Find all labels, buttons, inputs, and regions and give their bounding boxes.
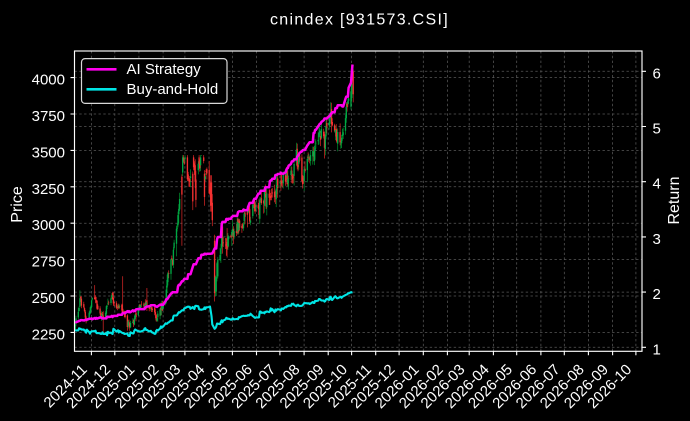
svg-text:3250: 3250 <box>32 181 65 198</box>
svg-text:2500: 2500 <box>32 290 65 307</box>
svg-text:3000: 3000 <box>32 217 65 234</box>
svg-text:Return: Return <box>666 176 683 224</box>
svg-text:4: 4 <box>653 176 661 193</box>
svg-text:2750: 2750 <box>32 254 65 271</box>
svg-text:2: 2 <box>653 286 661 303</box>
svg-text:2250: 2250 <box>32 326 65 343</box>
svg-text:6: 6 <box>653 65 661 82</box>
svg-text:3750: 3750 <box>32 108 65 125</box>
svg-text:Buy-and-Hold: Buy-and-Hold <box>127 81 219 98</box>
svg-text:1: 1 <box>653 341 661 358</box>
svg-text:3: 3 <box>653 231 661 248</box>
svg-text:4000: 4000 <box>32 72 65 89</box>
svg-text:3500: 3500 <box>32 144 65 161</box>
svg-text:5: 5 <box>653 121 661 138</box>
svg-text:cnindex [931573.CSI]: cnindex [931573.CSI] <box>270 11 449 28</box>
svg-text:Price: Price <box>9 186 26 223</box>
svg-text:AI Strategy: AI Strategy <box>127 61 202 78</box>
